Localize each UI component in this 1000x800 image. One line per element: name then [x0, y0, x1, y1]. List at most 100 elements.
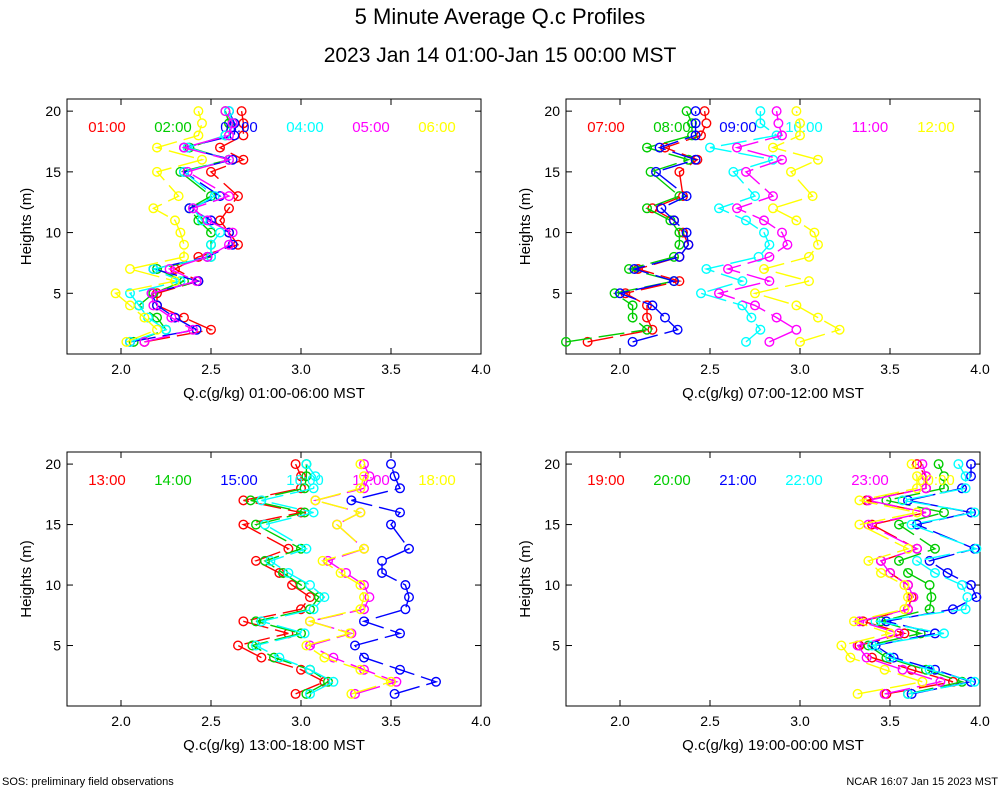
data-point	[750, 191, 761, 202]
data-point	[400, 580, 411, 591]
legend-entry: 04:00	[286, 119, 324, 136]
legend-entry: 15:00	[220, 472, 258, 489]
data-point	[627, 312, 638, 323]
data-point	[290, 459, 301, 470]
data-point	[377, 567, 388, 578]
data-point	[728, 166, 739, 177]
series-line-1800	[304, 463, 394, 695]
legend-entry: 06:00	[418, 119, 456, 136]
data-point	[220, 106, 231, 117]
data-point	[807, 191, 818, 202]
data-point	[148, 203, 159, 214]
data-point	[809, 227, 820, 238]
legend-entry: 08:00	[653, 119, 691, 136]
data-point	[660, 312, 671, 323]
data-point	[310, 495, 321, 506]
data-point	[759, 264, 770, 275]
data-point	[290, 688, 301, 699]
data-point	[647, 300, 658, 311]
x-tick-label: 3.5	[381, 361, 401, 377]
data-point	[359, 471, 370, 482]
data-point	[642, 324, 653, 335]
data-point	[701, 264, 712, 275]
data-point	[777, 227, 788, 238]
data-point	[355, 604, 366, 615]
data-point	[214, 142, 225, 153]
data-point	[912, 471, 923, 482]
data-point	[863, 555, 874, 566]
data-point	[960, 483, 971, 494]
data-point	[672, 324, 683, 335]
data-point	[301, 459, 312, 470]
data-point	[654, 142, 665, 153]
legend-entry: 00:00	[917, 472, 955, 489]
data-point	[795, 336, 806, 347]
legend-entry: 10:00	[785, 119, 823, 136]
data-point	[151, 142, 162, 153]
data-point	[274, 652, 285, 663]
data-point	[764, 276, 775, 287]
data-point	[791, 106, 802, 117]
data-point	[299, 628, 310, 639]
data-point	[305, 616, 316, 627]
data-point	[804, 276, 815, 287]
data-point	[768, 191, 779, 202]
data-point	[178, 251, 189, 262]
data-point	[768, 203, 779, 214]
data-point	[265, 555, 276, 566]
data-point	[899, 628, 910, 639]
data-point	[791, 324, 802, 335]
legend-entry: 17:00	[352, 472, 390, 489]
data-point	[355, 483, 366, 494]
data-point	[296, 628, 307, 639]
data-point	[124, 264, 135, 275]
data-point	[124, 288, 135, 299]
data-point	[124, 336, 135, 347]
y-tick-label: 20	[544, 456, 560, 472]
data-point	[346, 495, 357, 506]
data-point	[696, 288, 707, 299]
data-point	[238, 154, 249, 165]
data-point	[305, 664, 316, 675]
data-point	[355, 507, 366, 518]
data-point	[912, 459, 923, 470]
data-point	[906, 519, 917, 530]
y-tick-label: 5	[552, 285, 560, 301]
data-point	[317, 555, 328, 566]
data-point	[227, 227, 238, 238]
data-point	[296, 483, 307, 494]
data-point	[876, 567, 887, 578]
data-point	[755, 324, 766, 335]
data-point	[903, 567, 914, 578]
legend-entry: 14:00	[154, 472, 192, 489]
data-point	[834, 324, 845, 335]
legend-entry: 12:00	[917, 119, 955, 136]
data-point	[305, 688, 316, 699]
data-point	[310, 471, 321, 482]
data-point	[881, 616, 892, 627]
x-tick-label: 3.0	[790, 361, 810, 377]
data-point	[791, 215, 802, 226]
legend-entry: 07:00	[587, 119, 625, 136]
data-point	[359, 652, 370, 663]
data-point	[924, 664, 935, 675]
data-point	[169, 276, 180, 287]
data-point	[355, 664, 366, 675]
data-point	[786, 166, 797, 177]
series-line-0500	[144, 110, 234, 343]
data-point	[917, 459, 928, 470]
data-point	[867, 640, 878, 651]
data-point	[151, 324, 162, 335]
data-point	[169, 215, 180, 226]
x-tick-label: 4.0	[970, 713, 990, 729]
data-point	[764, 239, 775, 250]
x-tick-label: 4.0	[970, 361, 990, 377]
data-point	[344, 628, 355, 639]
data-point	[128, 336, 139, 347]
data-point	[714, 288, 725, 299]
data-point	[755, 118, 766, 129]
data-point	[359, 459, 370, 470]
data-point	[232, 640, 243, 651]
data-point	[899, 604, 910, 615]
y-tick-label: 15	[544, 517, 560, 533]
